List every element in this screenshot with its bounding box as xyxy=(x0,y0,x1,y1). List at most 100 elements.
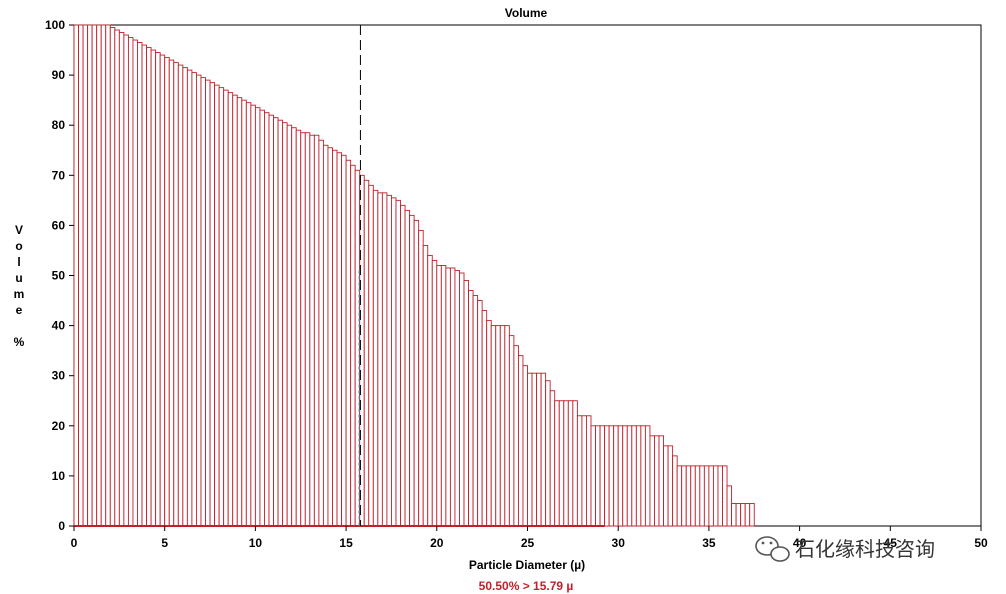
bar xyxy=(96,24,102,527)
bar xyxy=(141,44,148,527)
y-axis-label-char: V xyxy=(15,223,23,237)
x-tick-label: 20 xyxy=(430,536,444,550)
bar xyxy=(127,37,134,527)
watermark-text: 石化缘科技咨询 xyxy=(795,537,935,561)
y-axis-label-char: e xyxy=(16,303,23,317)
bar xyxy=(490,325,497,527)
bar xyxy=(286,124,293,527)
bar xyxy=(531,372,538,527)
bar xyxy=(431,260,438,527)
bar xyxy=(200,77,206,527)
bar xyxy=(123,34,129,527)
bar xyxy=(291,127,297,527)
bar xyxy=(581,415,587,527)
y-tick-label: 20 xyxy=(52,419,66,433)
bar xyxy=(254,107,261,527)
bar xyxy=(100,24,107,527)
bar xyxy=(327,147,333,527)
x-tick-label: 0 xyxy=(71,536,78,550)
bar xyxy=(264,112,270,527)
bar xyxy=(146,47,152,527)
bar xyxy=(445,267,451,527)
bar xyxy=(177,64,184,527)
bar xyxy=(409,214,415,527)
bar xyxy=(495,325,501,527)
bar xyxy=(626,425,633,527)
bar xyxy=(681,465,687,527)
bar xyxy=(227,92,234,527)
bar xyxy=(395,199,401,527)
bar xyxy=(599,425,606,527)
bar xyxy=(481,310,488,527)
median-annotation: 50.50% > 15.79 µ xyxy=(479,579,574,593)
bar xyxy=(427,255,433,527)
bar xyxy=(159,54,166,527)
bar xyxy=(132,39,138,527)
bar xyxy=(336,152,343,527)
bar xyxy=(663,445,669,527)
bar xyxy=(168,59,175,527)
bar xyxy=(513,345,519,527)
bar xyxy=(404,209,411,527)
bar xyxy=(214,84,220,527)
bar xyxy=(354,169,361,527)
y-tick-label: 90 xyxy=(52,68,66,82)
bar xyxy=(722,465,728,527)
bar xyxy=(508,335,515,527)
bar xyxy=(304,132,311,527)
bar xyxy=(418,229,424,527)
bars xyxy=(73,24,755,527)
bar xyxy=(223,89,229,527)
bar xyxy=(105,24,111,527)
bar xyxy=(205,79,211,527)
bar xyxy=(400,204,406,527)
bar xyxy=(517,355,524,527)
bar xyxy=(218,87,225,527)
x-tick-label: 50 xyxy=(974,536,988,550)
bar xyxy=(563,400,569,527)
bar xyxy=(363,179,370,527)
bar xyxy=(649,435,655,527)
watermark: 石化缘科技咨询 xyxy=(755,536,935,562)
bar xyxy=(708,465,714,527)
bar xyxy=(368,184,374,527)
bar xyxy=(667,445,674,527)
bar xyxy=(486,320,492,527)
bar xyxy=(504,325,510,527)
x-tick-label: 5 xyxy=(161,536,168,550)
y-axis-label-unit: % xyxy=(14,335,25,349)
bar xyxy=(549,390,556,527)
y-tick-label: 80 xyxy=(52,118,66,132)
bar xyxy=(268,114,274,527)
bar xyxy=(472,295,479,527)
bar xyxy=(182,67,188,527)
bar xyxy=(345,159,352,527)
bar xyxy=(232,94,238,527)
x-tick-label: 45 xyxy=(884,536,898,550)
bar xyxy=(436,265,442,527)
x-tick-label: 15 xyxy=(339,536,353,550)
bar xyxy=(236,97,243,527)
bar xyxy=(245,102,252,527)
bar xyxy=(540,372,547,527)
y-tick-label: 60 xyxy=(52,218,66,232)
bar xyxy=(282,122,288,527)
y-axis-label-char: o xyxy=(15,239,22,253)
chart-title: Volume xyxy=(505,6,548,20)
bar xyxy=(499,325,506,527)
bar xyxy=(109,27,116,527)
y-tick-label: 40 xyxy=(52,319,66,333)
bar xyxy=(676,465,683,527)
bar xyxy=(259,109,265,527)
bar xyxy=(690,465,696,527)
bar xyxy=(332,149,338,527)
bar xyxy=(73,24,79,527)
bar xyxy=(155,52,161,527)
bar xyxy=(558,400,565,527)
wechat-icon xyxy=(755,536,790,562)
bar xyxy=(313,134,320,527)
bar xyxy=(413,219,420,527)
bar xyxy=(694,465,701,527)
bar xyxy=(572,400,578,527)
bar xyxy=(195,74,202,527)
